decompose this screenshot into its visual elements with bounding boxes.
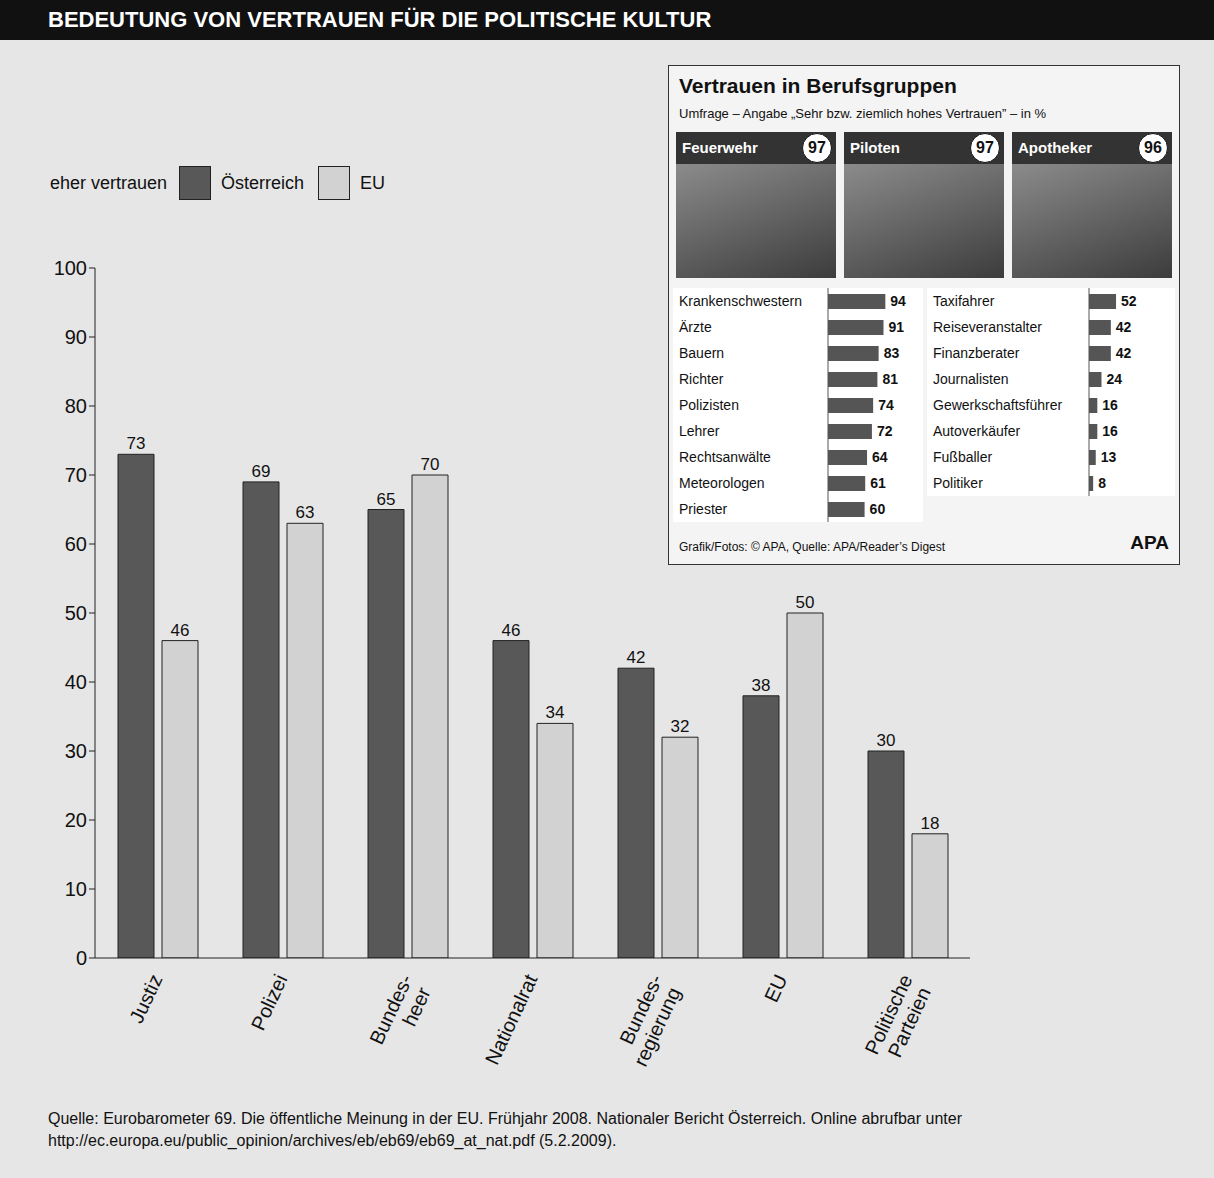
html-text:APA: APA xyxy=(1130,532,1169,553)
svg-text:Finanzberater: Finanzberater xyxy=(933,345,1020,361)
html-text:BEDEUTUNG VON VERTRAUEN FÜR DI: BEDEUTUNG VON VERTRAUEN FÜR DIE POLITISC… xyxy=(48,7,712,32)
svg-text:74: 74 xyxy=(878,397,894,413)
html-text:Apotheker: Apotheker xyxy=(1018,139,1093,156)
svg-text:30: 30 xyxy=(877,731,896,750)
html-text:Vertrauen in Berufsgruppen: Vertrauen in Berufsgruppen xyxy=(679,74,957,97)
html-text:eher vertrauen: eher vertrauen xyxy=(50,172,168,193)
svg-text:Lehrer: Lehrer xyxy=(679,423,720,439)
svg-text:50: 50 xyxy=(65,602,87,624)
svg-text:60: 60 xyxy=(65,533,87,555)
svg-text:Justiz: Justiz xyxy=(125,971,167,1027)
svg-text:Autoverkäufer: Autoverkäufer xyxy=(933,423,1020,439)
svg-text:80: 80 xyxy=(65,395,87,417)
html-text:Feuerwehr: Feuerwehr xyxy=(682,139,758,156)
svg-text:Reiseveranstalter: Reiseveranstalter xyxy=(933,319,1042,335)
svg-text:90: 90 xyxy=(65,326,87,348)
html-text:Grafik/Fotos: © APA, Quelle: A: Grafik/Fotos: © APA, Quelle: APA/Reader’… xyxy=(679,540,946,554)
svg-text:70: 70 xyxy=(65,464,87,486)
svg-text:Bauern: Bauern xyxy=(679,345,724,361)
svg-text:70: 70 xyxy=(421,455,440,474)
svg-text:16: 16 xyxy=(1102,397,1118,413)
svg-text:Bundes-regierung: Bundes-regierung xyxy=(609,971,686,1070)
svg-text:18: 18 xyxy=(921,814,940,833)
svg-text:30: 30 xyxy=(65,740,87,762)
svg-text:Rechtsanwälte: Rechtsanwälte xyxy=(679,449,771,465)
svg-text:0: 0 xyxy=(76,947,87,969)
svg-text:PolitischeParteien: PolitischeParteien xyxy=(860,971,936,1067)
svg-text:16: 16 xyxy=(1102,423,1118,439)
svg-text:42: 42 xyxy=(1116,345,1132,361)
svg-text:38: 38 xyxy=(752,676,771,695)
svg-text:42: 42 xyxy=(627,648,646,667)
svg-text:73: 73 xyxy=(127,434,146,453)
svg-text:Priester: Priester xyxy=(679,501,728,517)
svg-text:Bundes-heer: Bundes-heer xyxy=(365,971,436,1057)
svg-text:13: 13 xyxy=(1101,449,1117,465)
svg-text:64: 64 xyxy=(872,449,888,465)
svg-text:61: 61 xyxy=(870,475,886,491)
svg-text:65: 65 xyxy=(377,490,396,509)
html-text:Piloten: Piloten xyxy=(850,139,900,156)
svg-text:52: 52 xyxy=(1121,293,1137,309)
svg-text:20: 20 xyxy=(65,809,87,831)
html-text:Österreich: Österreich xyxy=(221,172,305,193)
svg-text:69: 69 xyxy=(252,462,271,481)
svg-text:Richter: Richter xyxy=(679,371,724,387)
svg-text:24: 24 xyxy=(1106,371,1122,387)
svg-text:Meteorologen: Meteorologen xyxy=(679,475,765,491)
svg-text:10: 10 xyxy=(65,878,87,900)
svg-text:83: 83 xyxy=(884,345,900,361)
svg-text:Krankenschwestern: Krankenschwestern xyxy=(679,293,802,309)
svg-text:72: 72 xyxy=(877,423,893,439)
html-text:96: 96 xyxy=(1144,139,1162,156)
svg-text:50: 50 xyxy=(796,593,815,612)
html-text:97: 97 xyxy=(808,139,826,156)
svg-text:94: 94 xyxy=(890,293,906,309)
svg-text:34: 34 xyxy=(546,703,565,722)
svg-text:Gewerkschaftsführer: Gewerkschaftsführer xyxy=(933,397,1062,413)
svg-text:40: 40 xyxy=(65,671,87,693)
svg-text:Polizisten: Polizisten xyxy=(679,397,739,413)
svg-text:Nationalrat: Nationalrat xyxy=(481,971,542,1068)
svg-text:Ärzte: Ärzte xyxy=(679,319,712,335)
svg-text:EU: EU xyxy=(760,971,792,1005)
html-text:97: 97 xyxy=(976,139,994,156)
svg-text:91: 91 xyxy=(889,319,905,335)
svg-text:42: 42 xyxy=(1116,319,1132,335)
html-text:Quelle: Eurobarometer 69. Die: Quelle: Eurobarometer 69. Die öffentlich… xyxy=(48,1110,962,1149)
svg-text:32: 32 xyxy=(671,717,690,736)
html-text:EU: EU xyxy=(360,172,386,193)
svg-text:8: 8 xyxy=(1098,475,1106,491)
html-text:Umfrage – Angabe „Sehr bzw. zi: Umfrage – Angabe „Sehr bzw. ziemlich hoh… xyxy=(679,106,1047,121)
svg-text:46: 46 xyxy=(502,621,521,640)
svg-text:63: 63 xyxy=(296,503,315,522)
svg-text:100: 100 xyxy=(54,257,87,279)
svg-text:Polizei: Polizei xyxy=(247,971,292,1034)
svg-text:Journalisten: Journalisten xyxy=(933,371,1009,387)
svg-text:81: 81 xyxy=(882,371,898,387)
svg-text:60: 60 xyxy=(870,501,886,517)
svg-text:46: 46 xyxy=(171,621,190,640)
svg-text:Fußballer: Fußballer xyxy=(933,449,992,465)
svg-text:Politiker: Politiker xyxy=(933,475,983,491)
svg-text:Taxifahrer: Taxifahrer xyxy=(933,293,995,309)
